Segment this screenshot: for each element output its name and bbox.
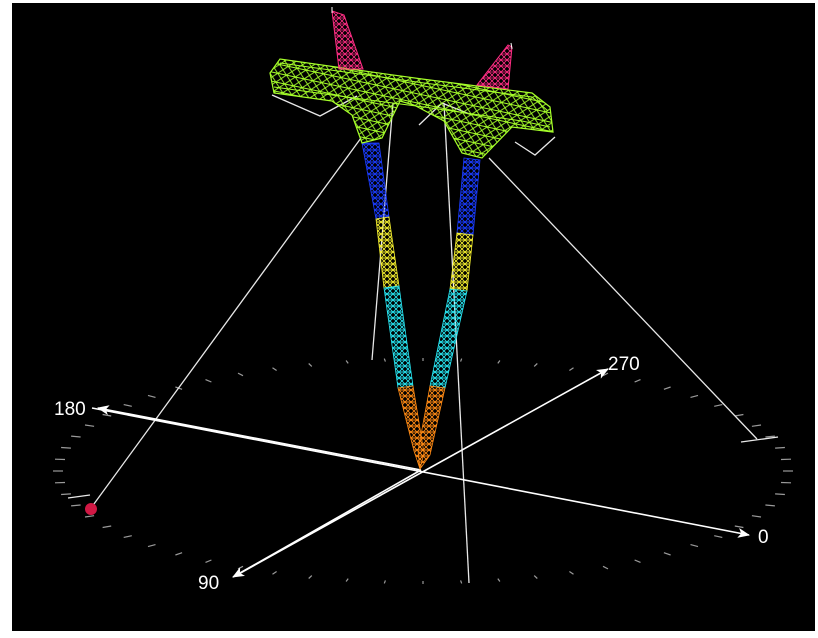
guy-wires [67, 94, 779, 584]
compass-tick [123, 404, 132, 407]
compass-tick [734, 525, 744, 529]
tower-peaks [331, 7, 513, 90]
leg-right-blue-segment [456, 157, 481, 236]
compass-label-0: 0 [758, 527, 769, 548]
compass-tick [147, 544, 156, 548]
tower-right-leg [417, 157, 481, 471]
compass-tick [734, 413, 744, 417]
compass-tick [714, 535, 723, 538]
ground-stub-left [67, 494, 91, 499]
anchor-marker[interactable] [85, 503, 97, 515]
compass-tick [634, 379, 641, 383]
peak-right [476, 44, 513, 90]
compass-tick [84, 424, 95, 427]
leg-right-orange-segment [417, 385, 446, 471]
compass-tick [765, 504, 775, 507]
tower-crossarm [269, 58, 554, 159]
compass-tick [345, 578, 349, 582]
compass-tick [205, 379, 212, 383]
axis-90-arrow [232, 469, 422, 578]
compass-tick [765, 435, 775, 438]
compass-tick [84, 515, 95, 518]
leg-right-yellow-segment [449, 232, 474, 292]
compass-tick [102, 525, 112, 529]
compass-tick [602, 565, 609, 570]
crossarm-beam [269, 58, 554, 159]
compass-tick [147, 394, 156, 398]
peak-left [331, 10, 364, 70]
compass-tick [237, 565, 244, 570]
compass-tick [663, 386, 671, 390]
compass-label-180: 180 [54, 399, 86, 420]
compass-tick [714, 404, 723, 407]
compass-tick [383, 580, 386, 584]
leg-left-blue-segment [361, 142, 390, 220]
compass-tick [272, 570, 277, 575]
compass-tick [775, 446, 785, 449]
leg-right-cyan-segment [429, 288, 468, 389]
compass-label-270: 270 [608, 354, 640, 375]
compass-tick [205, 559, 212, 563]
compass-tick [175, 552, 183, 556]
ground-stub-right [740, 436, 779, 443]
compass-tick [71, 435, 81, 438]
leg-left-cyan-segment [383, 285, 414, 389]
compass-tick [569, 570, 574, 575]
compass-tick [272, 367, 277, 372]
compass-tick [460, 580, 463, 584]
crossarm-top-chord [279, 62, 549, 112]
compass-tick [460, 358, 463, 362]
compass-tick [775, 493, 785, 496]
compass-tick [237, 372, 244, 377]
compass-tick [751, 515, 762, 518]
compass-tick [308, 363, 313, 367]
compass-tick [690, 544, 699, 548]
compass-tick [690, 394, 699, 398]
compass-tick [71, 504, 81, 507]
compass-tick [102, 413, 112, 417]
compass-tick [123, 535, 132, 538]
3d-viewport[interactable]: 0 90 180 270 [12, 3, 815, 631]
compass-tick [308, 575, 313, 579]
compass-tick [751, 424, 762, 427]
axis-270-arrow [234, 368, 609, 577]
leg-left-yellow-segment [375, 216, 400, 289]
guy-wire-left [90, 137, 362, 509]
compass-tick [634, 559, 641, 563]
axis-0-arrow [91, 407, 750, 538]
axis-180-arrow [97, 405, 422, 471]
compass-label-90: 90 [198, 573, 219, 594]
guy-wire-right [488, 157, 758, 440]
tower-left-leg [361, 142, 425, 471]
guy-wire-center-right [443, 102, 470, 584]
crossarm-bottom-chord [273, 86, 551, 128]
compass-tick [497, 360, 501, 364]
compass-tick [61, 446, 71, 449]
compass-tick [345, 360, 349, 364]
compass-tick [569, 367, 574, 372]
compass-tick [663, 552, 671, 556]
compass-tick [61, 493, 71, 496]
compass-axes [91, 368, 750, 578]
compass-tick [497, 578, 501, 582]
compass-tick [383, 358, 386, 362]
compass-tick [533, 575, 538, 579]
peak-right-tip [510, 42, 513, 50]
crossarm-bracket-right [514, 136, 556, 156]
compass-tick [533, 363, 538, 367]
tower-scene: 0 90 180 270 [53, 7, 793, 594]
